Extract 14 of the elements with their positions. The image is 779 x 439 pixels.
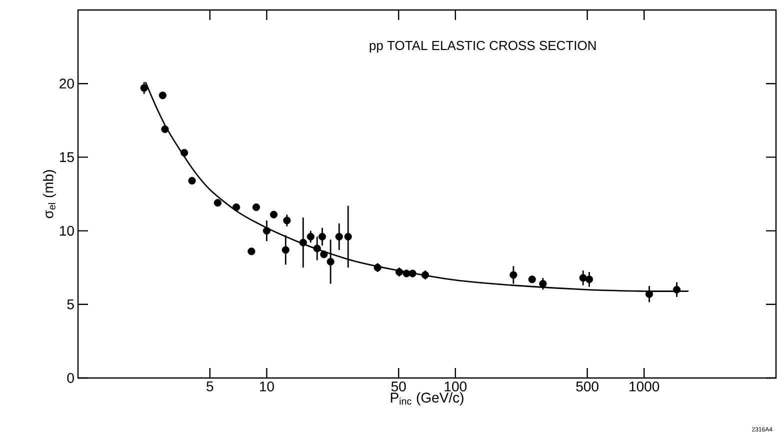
x-tick-label: 500 — [576, 382, 598, 392]
y-axis-title: σ$_{el}$ (mb) — [42, 170, 56, 218]
x-axis-title: P$_{inc}$ (GeV/c) — [390, 392, 464, 406]
y-tick-label: 0 — [67, 373, 74, 383]
y-tick-label: 20 — [60, 78, 74, 89]
x-tick-label: 5 — [206, 382, 214, 392]
x-tick-label: 100 — [444, 382, 467, 392]
x-tick-label: 1000 — [630, 382, 660, 392]
y-tick-label: 15 — [60, 152, 74, 162]
y-tick-label: 10 — [60, 226, 74, 236]
x-tick-label: 50 — [391, 382, 406, 392]
text: pp TOTAL ELASTIC CROSS SECTION — [370, 40, 596, 53]
y-tick-label: 5 — [67, 300, 74, 310]
x-tick-label: 10 — [260, 382, 274, 392]
